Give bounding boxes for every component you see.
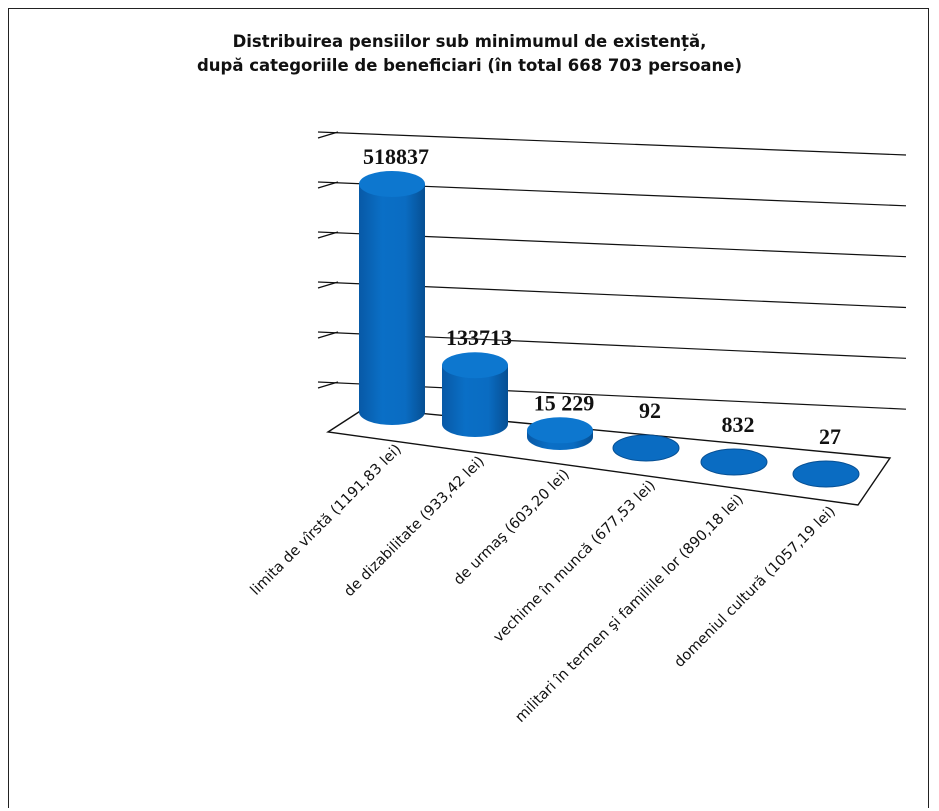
data-label: 518837	[363, 144, 429, 169]
chart-frame	[8, 8, 929, 808]
category-label: limita de vîrstă (1191,83 lei)	[248, 442, 405, 599]
chart-title: Distribuirea pensiilor sub minimumul de …	[0, 30, 939, 78]
bar	[359, 171, 425, 425]
bar	[792, 460, 860, 488]
gridline-tick	[317, 131, 339, 139]
bar	[442, 352, 508, 437]
data-labels: 518837 133713 15 229 92 832 27	[363, 144, 841, 449]
floor-plane	[326, 407, 892, 506]
bar	[700, 448, 768, 476]
bars	[359, 171, 860, 488]
gridline-tick	[317, 231, 339, 239]
data-label: 133713	[446, 325, 512, 350]
data-label: 15 229	[534, 390, 595, 415]
gridline-tick	[317, 181, 339, 189]
bar	[612, 434, 680, 462]
chart-title-line-1: Distribuirea pensiilor sub minimumul de …	[232, 32, 707, 51]
data-label: 832	[722, 412, 755, 437]
gridline-tick	[317, 281, 339, 289]
gridline	[317, 131, 907, 156]
category-label: militari în termen şi familiile lor (890…	[512, 492, 746, 726]
gridline-tick	[317, 381, 339, 389]
data-label: 27	[819, 424, 841, 449]
data-label: 92	[639, 398, 661, 423]
category-label: vechime în muncă (677,53 lei)	[491, 478, 659, 646]
chart-title-line-2: după categoriile de beneficiari (în tota…	[196, 56, 743, 75]
bar	[527, 417, 593, 450]
gridline-tick	[317, 331, 339, 339]
chart-floor	[326, 407, 892, 506]
category-label: domeniul cultură (1057,19 lei)	[672, 504, 839, 671]
